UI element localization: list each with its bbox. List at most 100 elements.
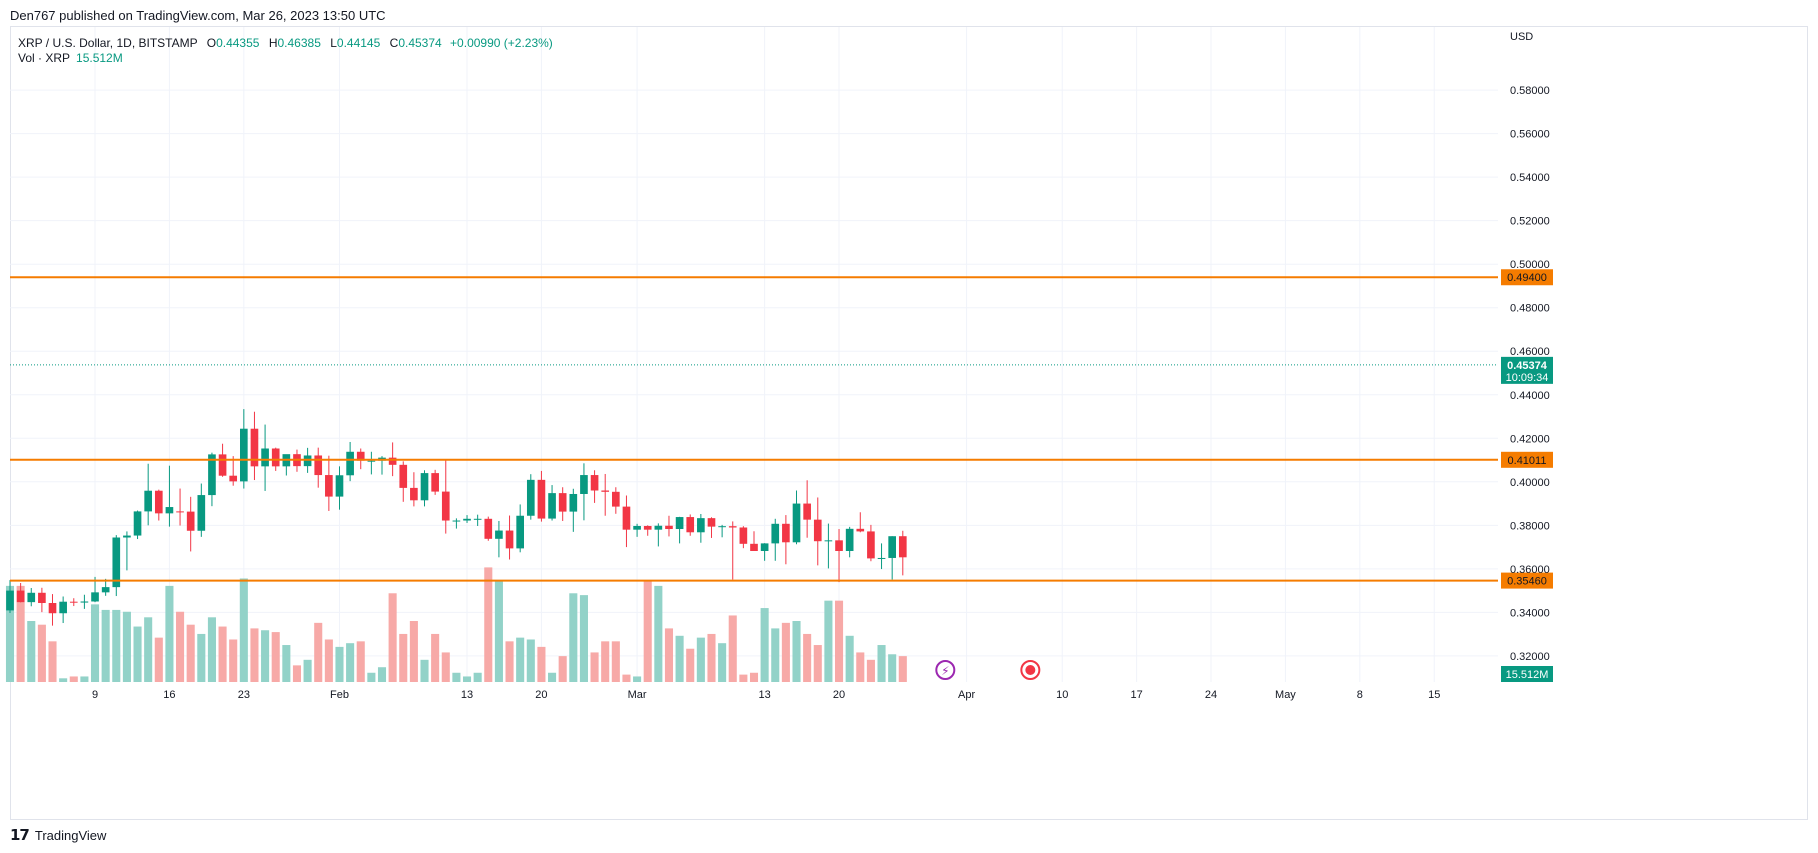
volume-bar (282, 645, 291, 682)
candle-body (38, 592, 46, 604)
candle (558, 487, 567, 521)
volume-bar (643, 580, 652, 682)
volume-bar (144, 617, 153, 682)
volume-bar (218, 626, 227, 682)
volume-bar (654, 585, 663, 682)
candle-body (654, 525, 663, 530)
volume-bar (90, 604, 100, 682)
candle-body (314, 455, 323, 476)
candle (697, 514, 705, 543)
volume-bar (856, 652, 865, 682)
y-tick-label: 0.52000 (1510, 216, 1550, 228)
candle-body (325, 475, 333, 497)
candle-body (197, 495, 206, 531)
volume-bar (760, 608, 769, 682)
y-tick-label: 0.48000 (1510, 303, 1550, 315)
x-tick-label: 20 (535, 689, 547, 701)
volume-bar (516, 637, 525, 682)
candle (643, 525, 652, 536)
candle (48, 594, 57, 626)
candle (601, 473, 610, 516)
candle-body (27, 592, 36, 603)
y-tick-label: 0.42000 (1510, 433, 1550, 445)
candle-body (335, 475, 344, 497)
volume-bar (749, 672, 759, 682)
low-value: 0.44145 (336, 36, 381, 50)
candle-body (739, 527, 748, 544)
tradingview-brand[interactable]: 𝟭𝟳 TradingView (10, 826, 106, 844)
volume-bar (792, 621, 801, 682)
candle-body (750, 543, 758, 551)
volume-bar (101, 609, 110, 682)
candle (569, 488, 578, 532)
candle-body (218, 454, 227, 476)
candle-body (101, 587, 110, 593)
volume-bar (781, 622, 790, 682)
volume-tag (1501, 666, 1553, 682)
candle-body (399, 464, 408, 488)
grid-lines (10, 27, 1498, 682)
candle-body (898, 536, 907, 558)
x-tick-label: 13 (759, 689, 771, 701)
candle-body (133, 511, 142, 536)
candle-body (473, 518, 482, 520)
candle-body (154, 490, 163, 514)
volume-bar (824, 600, 833, 682)
x-tick-label: 15 (1428, 689, 1440, 701)
candle-body (69, 601, 78, 603)
volume-value: 15.512M (76, 51, 123, 65)
candle (133, 510, 142, 540)
candle (473, 514, 482, 526)
candle-body (612, 491, 620, 507)
volume-bar (367, 672, 376, 682)
candle (335, 466, 344, 510)
candle (484, 516, 493, 541)
volume-bar (122, 611, 131, 682)
level-tag-label: 0.41011 (1508, 455, 1547, 467)
volume-bar (239, 578, 248, 682)
candle-body (303, 455, 312, 467)
candle-body (250, 428, 259, 467)
candle-body (877, 557, 886, 559)
candle-body (463, 518, 471, 521)
y-axis: 0.58000 0.56000 0.54000 0.52000 0.50000 0.480… (1510, 31, 1550, 663)
candle (633, 523, 641, 537)
candle (548, 485, 556, 521)
x-tick-label: 17 (1131, 689, 1143, 701)
volume-bar (229, 639, 238, 682)
level-tag-label: 0.35460 (1507, 576, 1547, 588)
candles (6, 409, 907, 626)
candle (69, 598, 78, 607)
candle (261, 424, 269, 491)
candle (537, 470, 546, 522)
volume-bar (675, 635, 684, 682)
volume-tag-label: 15.512M (1506, 669, 1549, 681)
candle-body (441, 491, 450, 521)
candle (123, 531, 131, 571)
candle-body (186, 511, 195, 531)
volume-bar (165, 585, 174, 682)
volume-bar (686, 648, 695, 682)
x-tick-label: 23 (238, 689, 250, 701)
volume-bar (133, 626, 142, 682)
volume-bar (590, 652, 599, 682)
volume-bar (5, 585, 15, 682)
chart-panel[interactable] (10, 26, 1808, 820)
candle-body (665, 525, 673, 530)
volume-bar (569, 593, 578, 682)
candle (229, 456, 238, 486)
y-tick-label: 0.46000 (1510, 346, 1550, 358)
candle-body (569, 493, 578, 512)
candle-body (590, 475, 599, 491)
volume-bar (462, 676, 472, 682)
us-flag-glyph (1025, 665, 1036, 675)
candle (516, 504, 524, 553)
candle (824, 523, 833, 569)
y-tick-label: 0.44000 (1510, 390, 1550, 402)
low-label: L (330, 36, 337, 50)
candle-body (165, 507, 174, 514)
volume-bar (335, 646, 344, 682)
candle (856, 512, 865, 533)
candle (612, 487, 620, 514)
